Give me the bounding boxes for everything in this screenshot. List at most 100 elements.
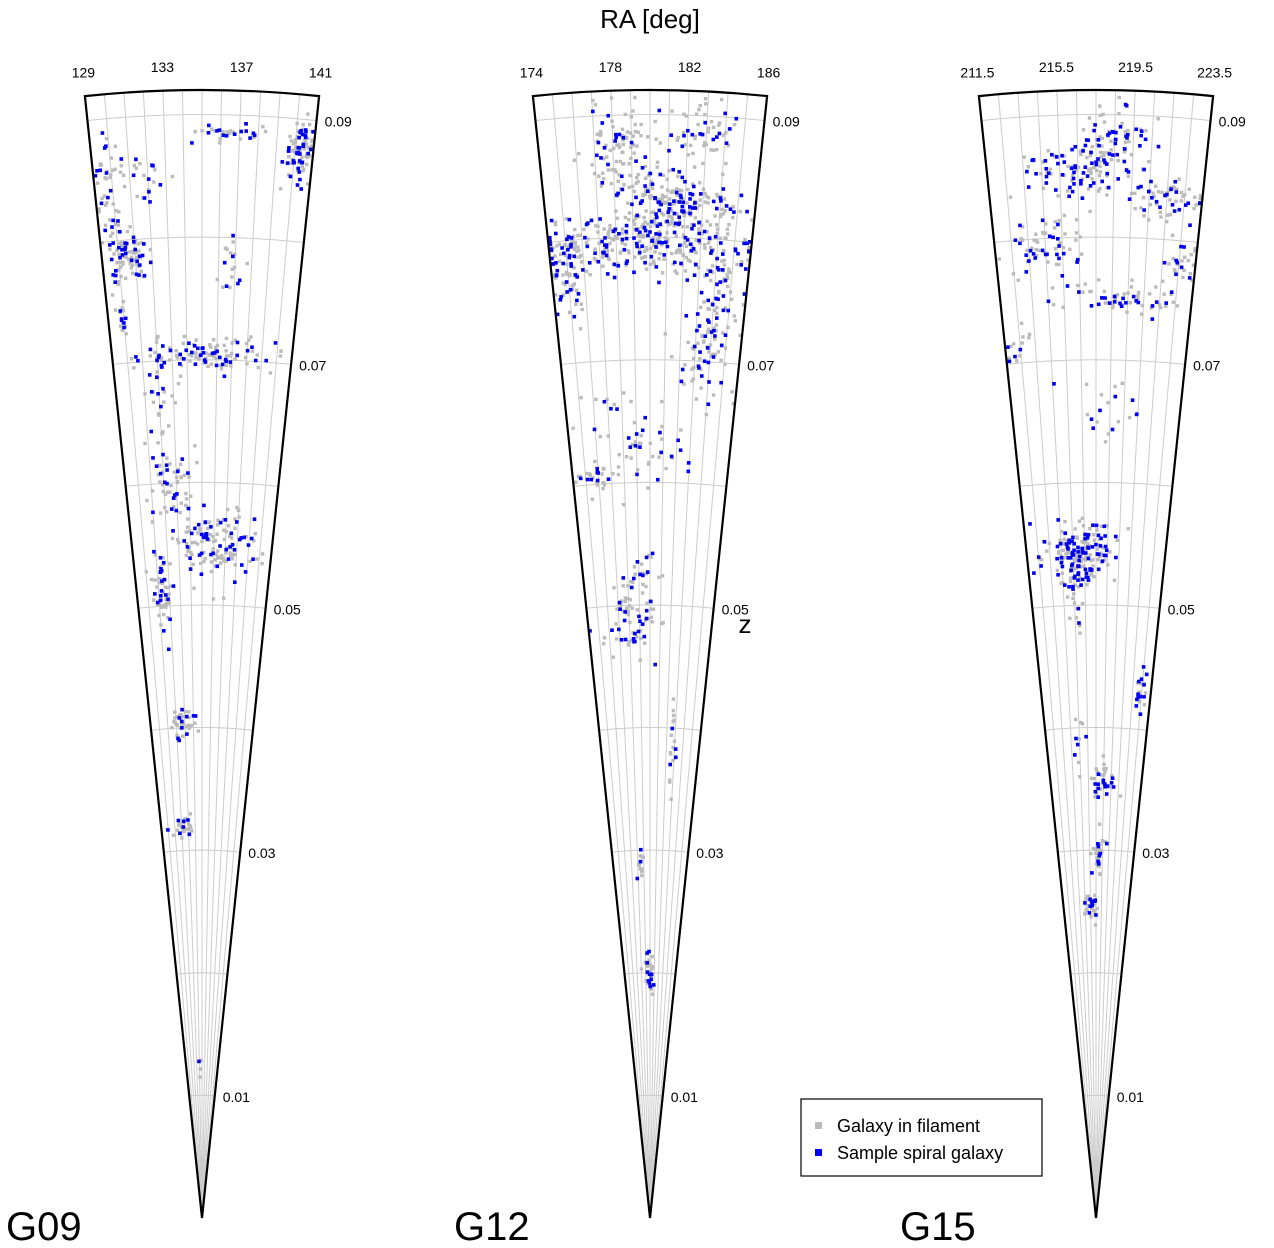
sample-galaxy-point [657,240,661,245]
legend-box [800,1098,1043,1177]
sample-galaxy-point [567,255,572,260]
sample-galaxy-point [569,245,573,249]
filament-galaxy-point [594,258,598,262]
sample-galaxy-point [163,480,167,485]
filament-galaxy-point [670,189,675,193]
sample-galaxy-point [178,831,182,836]
filament-galaxy-point [129,357,134,361]
ra-tick-label: 223.5 [1197,65,1232,81]
filament-galaxy-point [672,201,676,206]
sample-galaxy-point [698,132,702,136]
filament-galaxy-point [1098,787,1103,791]
filament-galaxy-point [137,249,141,253]
ra-grid-line [649,90,671,1219]
filament-galaxy-point [1137,290,1141,295]
filament-galaxy-point [157,602,162,607]
ra-grid-line [649,91,710,1219]
sample-galaxy-point [707,236,712,240]
filament-galaxy-point [704,412,709,417]
filament-galaxy-point [153,350,157,355]
filament-galaxy-point [151,400,156,404]
filament-galaxy-point [108,218,112,222]
filament-galaxy-point [129,255,134,259]
filament-galaxy-point [1083,282,1087,286]
filament-galaxy-point [551,273,556,277]
sample-galaxy-point [604,253,609,258]
sample-galaxy-point [1060,274,1065,278]
sample-galaxy-point [667,148,671,153]
filament-galaxy-point [128,262,132,266]
filament-galaxy-point [1117,95,1121,100]
filament-galaxy-point [690,367,694,371]
sample-galaxy-point [106,195,110,200]
filament-galaxy-point [602,636,607,640]
filament-galaxy-point [693,136,697,141]
filament-galaxy-point [1099,551,1103,555]
filament-galaxy-point [200,129,204,133]
filament-galaxy-point [683,240,687,245]
sample-galaxy-point [635,560,640,564]
filament-galaxy-point [1113,296,1117,301]
filament-galaxy-point [661,213,666,217]
filament-galaxy-point [1062,537,1066,541]
filament-galaxy-point [646,486,650,490]
sample-galaxy-point [174,508,179,513]
filament-galaxy-point [578,474,582,479]
sample-galaxy-point [169,507,174,511]
sample-galaxy-point [699,290,704,295]
filament-galaxy-point [1093,795,1097,799]
filament-galaxy-point [663,332,667,336]
sample-galaxy-point [562,251,566,256]
filament-galaxy-point [640,256,644,260]
filament-galaxy-point [1081,290,1085,294]
filament-galaxy-point [615,143,619,147]
sample-galaxy-point [692,184,696,189]
filament-galaxy-point [706,241,711,245]
sample-galaxy-point [650,182,655,186]
sample-galaxy-point [117,245,121,250]
sample-galaxy-point [1126,170,1131,174]
filament-galaxy-point [1060,530,1064,534]
filament-galaxy-point [136,242,140,246]
sample-galaxy-point [715,282,719,287]
sample-galaxy-point [159,404,163,409]
sample-galaxy-point [589,218,594,223]
filament-galaxy-point [600,472,604,476]
filament-galaxy-point [633,122,637,127]
sample-galaxy-point [669,133,673,137]
filament-galaxy-point [111,202,115,206]
filament-galaxy-point [725,227,730,231]
sample-galaxy-point [669,454,674,459]
sample-galaxy-point [176,818,181,823]
filament-galaxy-point [279,187,283,191]
filament-galaxy-point [608,223,612,228]
filament-galaxy-point [260,561,264,566]
filament-galaxy-point [1062,541,1067,546]
sample-galaxy-point [1103,784,1107,789]
sample-galaxy-point [165,468,169,472]
filament-galaxy-point [302,147,306,151]
sample-galaxy-point [625,259,629,263]
filament-galaxy-point [650,620,654,624]
sample-galaxy-point [1070,539,1074,544]
filament-galaxy-point [118,170,123,174]
sample-galaxy-point [251,131,256,136]
filament-galaxy-point [723,209,727,213]
sample-galaxy-point [593,251,597,255]
sample-galaxy-point [715,316,719,320]
filament-galaxy-point [232,552,236,556]
filament-galaxy-point [602,157,606,161]
filament-galaxy-point [1088,209,1092,214]
sample-galaxy-point [1134,299,1138,303]
sample-galaxy-point [578,476,583,481]
filament-galaxy-point [300,164,304,169]
ra-grid-line [1017,92,1097,1219]
filament-galaxy-point [1089,170,1093,174]
filament-galaxy-point [675,212,679,216]
filament-galaxy-point [1085,537,1089,542]
filament-galaxy-point [715,231,719,236]
sample-galaxy-point [638,445,642,449]
filament-galaxy-point [706,330,710,334]
filament-galaxy-point [653,250,657,254]
sample-galaxy-point [1088,567,1092,571]
